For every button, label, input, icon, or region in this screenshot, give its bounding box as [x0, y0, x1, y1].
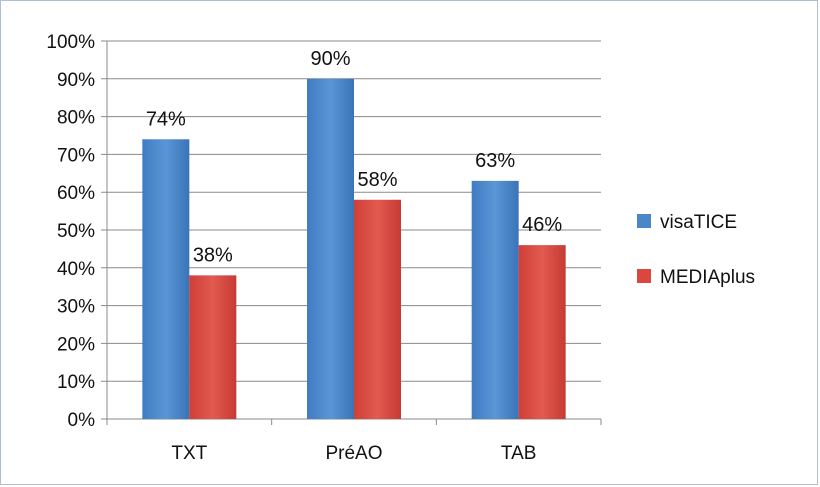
data-label: 90% — [310, 48, 350, 70]
x-tick-label: PréAO — [325, 443, 382, 464]
legend-label: MEDIAplus — [660, 267, 755, 288]
data-label: 74% — [146, 108, 186, 130]
y-tick-label: 80% — [57, 108, 95, 129]
bars — [142, 78, 566, 420]
data-label: 58% — [357, 169, 397, 191]
legend-swatch-mediaplus — [637, 269, 651, 283]
y-tick-label: 70% — [57, 145, 95, 166]
y-tick-label: 20% — [57, 334, 95, 355]
bar-visatice-txt — [142, 139, 190, 419]
y-tick-label: 50% — [57, 221, 95, 242]
data-label: 38% — [193, 244, 233, 266]
y-tick-label: 60% — [57, 183, 95, 204]
bar-visatice-tab — [471, 180, 519, 419]
y-tick-label: 40% — [57, 259, 95, 280]
data-label: 63% — [475, 150, 515, 172]
legend: visaTICE MEDIAplus — [637, 212, 755, 288]
y-tick-label: 90% — [57, 70, 95, 91]
y-tick-label: 10% — [57, 372, 95, 393]
data-label: 46% — [522, 214, 562, 236]
y-tick-label: 30% — [57, 297, 95, 318]
legend-label: visaTICE — [660, 212, 737, 233]
legend-swatch-visatice — [637, 214, 651, 228]
x-tick-label: TXT — [171, 443, 207, 464]
x-tick-label: TAB — [501, 443, 537, 464]
y-tick-label: 0% — [68, 410, 96, 431]
axes: 0% 10% 20% 30% 40% 50% 60% 70% 80% 90% 100% TXT PréA… — [46, 32, 602, 464]
bar-mediaplus-préao — [354, 199, 401, 419]
bar-mediaplus-tab — [518, 245, 566, 419]
y-tick-label: 100% — [46, 32, 95, 53]
data-labels: 74% 38% 90% 58% 63% 46% — [146, 48, 563, 267]
bar-mediaplus-txt — [189, 275, 237, 419]
bar-visatice-préao — [307, 78, 354, 420]
